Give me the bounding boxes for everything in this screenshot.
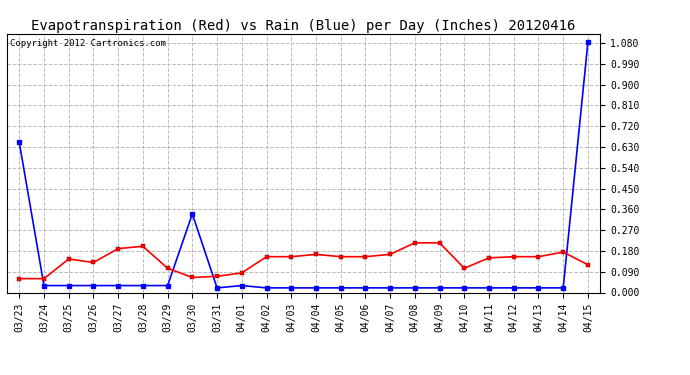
Text: Copyright 2012 Cartronics.com: Copyright 2012 Cartronics.com — [10, 39, 166, 48]
Title: Evapotranspiration (Red) vs Rain (Blue) per Day (Inches) 20120416: Evapotranspiration (Red) vs Rain (Blue) … — [32, 19, 575, 33]
